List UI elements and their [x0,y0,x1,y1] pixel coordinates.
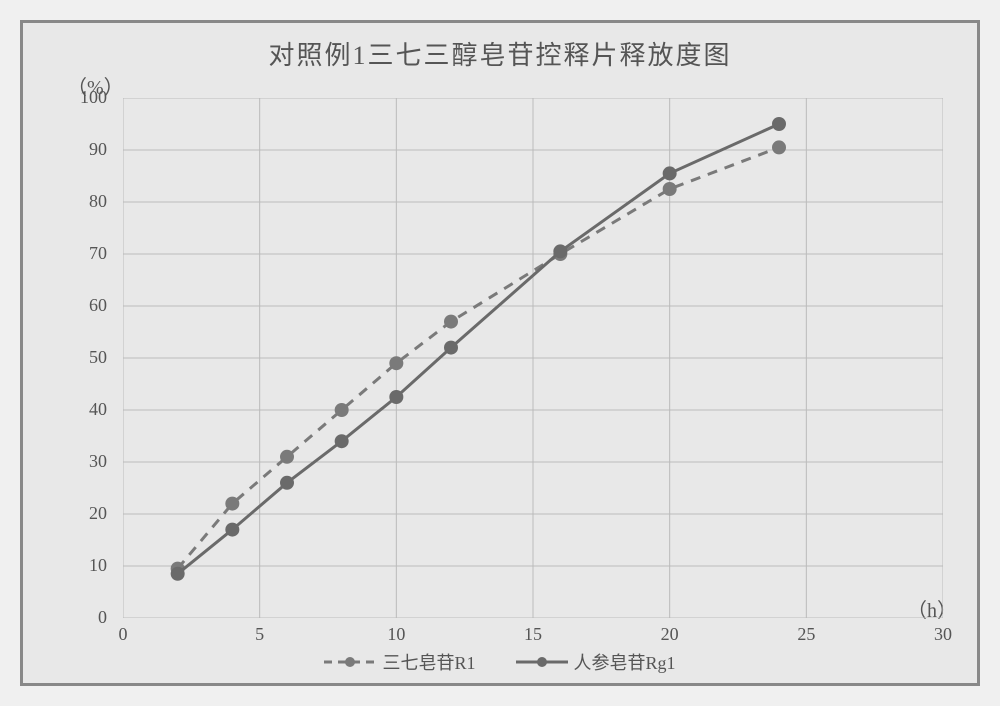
x-tick-label: 5 [245,624,275,645]
x-tick-label: 25 [791,624,821,645]
x-tick-label: 20 [655,624,685,645]
plot-area [123,98,943,618]
y-tick-label: 70 [47,243,107,264]
y-tick-label: 20 [47,503,107,524]
legend-swatch-1 [324,654,376,670]
y-tick-label: 80 [47,191,107,212]
legend-label-1: 三七皂苷R1 [382,649,475,675]
legend-label-2: 人参皂苷Rg1 [574,649,676,675]
x-tick-label: 15 [518,624,548,645]
y-tick-label: 90 [47,139,107,160]
y-tick-label: 60 [47,295,107,316]
legend-item-2: 人参皂苷Rg1 [516,649,676,675]
y-tick-label: 10 [47,555,107,576]
x-tick-label: 0 [108,624,138,645]
y-tick-label: 100 [47,87,107,108]
chart-svg [123,98,943,618]
x-tick-label: 10 [381,624,411,645]
x-tick-label: 30 [928,624,958,645]
y-tick-label: 40 [47,399,107,420]
legend-item-1: 三七皂苷R1 [324,649,475,675]
y-tick-label: 0 [47,607,107,628]
chart-container: 对照例1三七三醇皂苷控释片释放度图 （%） （h） 01020304050607… [20,20,980,686]
legend: 三七皂苷R1 人参皂苷Rg1 [23,649,977,675]
y-tick-label: 30 [47,451,107,472]
y-tick-label: 50 [47,347,107,368]
legend-swatch-2 [516,654,568,670]
chart-title: 对照例1三七三醇皂苷控释片释放度图 [23,35,977,72]
